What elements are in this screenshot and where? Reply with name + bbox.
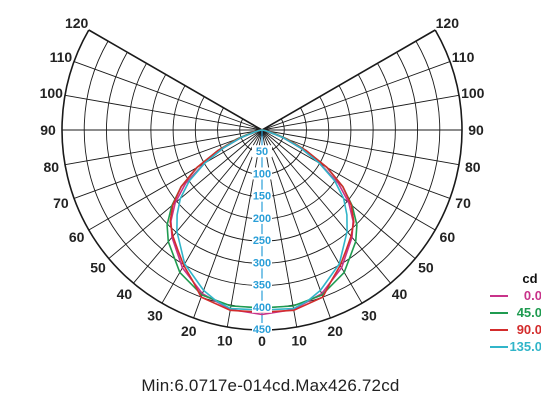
angle-label-left-30: 30: [147, 307, 163, 323]
grid-spoke-30: [261, 129, 363, 304]
angle-label-left-60: 60: [69, 229, 85, 245]
angle-label-right-30: 30: [361, 307, 377, 323]
radial-label-bg-450: [252, 323, 272, 335]
angle-label-right-110: 110: [452, 49, 475, 65]
radial-label-350: 350: [253, 280, 271, 292]
angle-label-right-100: 100: [461, 85, 485, 101]
angle-label-right-70: 70: [455, 195, 471, 211]
radial-label-100: 100: [253, 168, 271, 180]
angle-label-left-120: 120: [65, 15, 89, 31]
grid-spoke-10: [261, 129, 298, 328]
grid-spoke--100: [64, 94, 263, 131]
angle-label-right-20: 20: [327, 323, 343, 339]
radial-label-bg-400: [252, 300, 272, 313]
grid-spoke--30: [161, 129, 263, 304]
angle-label-left-20: 20: [181, 323, 197, 339]
legend-label-1: 45.0: [517, 305, 541, 320]
angle-label-right-10: 10: [291, 333, 307, 349]
radial-label-400: 400: [253, 302, 271, 314]
legend-label-0: 0.0: [524, 288, 541, 303]
grid-spoke--120: [88, 29, 263, 131]
angle-label-left-80: 80: [43, 159, 59, 175]
min-max-caption: Min:6.0717e-014cd.Max426.72cd: [141, 376, 400, 395]
grid-spoke-20: [261, 129, 331, 319]
grid-spoke-40: [261, 129, 391, 284]
radial-label-200: 200: [253, 213, 271, 225]
angle-label-zero: 0: [258, 333, 266, 349]
radial-label-bg-350: [252, 278, 272, 291]
grid-spoke--40: [133, 129, 263, 284]
legend-label-2: 90.0: [517, 322, 541, 337]
radial-label-450: 450: [253, 324, 271, 336]
legend: cd 0.0 45.0 90.0 135.0: [490, 271, 541, 354]
angle-label-left-70: 70: [53, 195, 69, 211]
angle-label-right-50: 50: [418, 260, 434, 276]
grid-spoke-100: [261, 94, 460, 131]
radial-label-250: 250: [253, 235, 271, 247]
polar-grid: [61, 29, 463, 331]
angle-label-left-90: 90: [40, 122, 56, 138]
grid-spoke-120: [261, 29, 436, 131]
grid-spoke--20: [193, 129, 263, 319]
radial-axis-labels: 50 100 150 200 250 300 350 400 450: [252, 145, 272, 336]
angle-label-left-40: 40: [117, 286, 133, 302]
grid-spoke--70: [73, 129, 263, 199]
radial-label-bg-50: [252, 145, 272, 158]
radial-label-bg-300: [252, 256, 272, 269]
radial-label-50: 50: [256, 146, 268, 158]
angle-label-left-50: 50: [90, 260, 106, 276]
radial-label-bg-250: [252, 234, 272, 247]
grid-spoke--60: [88, 129, 263, 231]
grid-spoke--110: [73, 61, 263, 131]
grid-spoke--80: [64, 129, 263, 166]
angle-label-right-60: 60: [440, 229, 456, 245]
legend-label-3: 135.0: [509, 339, 541, 354]
angle-label-left-100: 100: [40, 85, 64, 101]
radial-label-150: 150: [253, 191, 271, 203]
angle-label-right-40: 40: [392, 286, 408, 302]
grid-spoke-50: [261, 129, 416, 259]
radial-label-300: 300: [253, 257, 271, 269]
radial-label-bg-150: [252, 189, 272, 202]
angle-label-right-80: 80: [465, 159, 481, 175]
grid-spoke-110: [261, 61, 451, 131]
grid-spoke-60: [261, 129, 436, 231]
radial-label-bg-100: [252, 167, 272, 180]
grid-spoke-80: [261, 129, 460, 166]
grid-spoke--10: [226, 129, 263, 328]
angle-label-right-90: 90: [468, 122, 484, 138]
radial-label-bg-200: [252, 211, 272, 224]
grid-spoke--50: [108, 129, 263, 259]
angle-label-left-10: 10: [217, 333, 233, 349]
angle-label-right-120: 120: [436, 15, 460, 31]
legend-title: cd: [522, 271, 537, 286]
grid-spoke-70: [261, 129, 451, 199]
angle-label-left-110: 110: [50, 49, 73, 65]
